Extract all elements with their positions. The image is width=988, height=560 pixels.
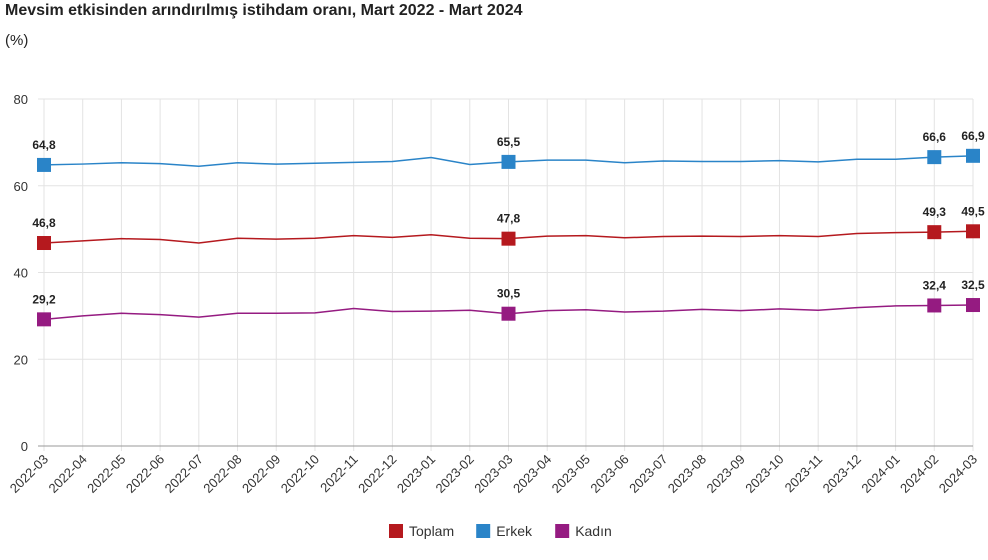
- x-tick-label: 2022-11: [317, 452, 361, 496]
- x-tick-label: 2022-09: [239, 452, 283, 496]
- x-tick-label: 2022-10: [278, 452, 322, 496]
- data-marker: [37, 312, 51, 327]
- x-tick-label: 2022-04: [45, 452, 89, 496]
- legend-label-erkek: Erkek: [496, 523, 533, 539]
- y-tick-label: 60: [14, 179, 28, 194]
- data-label: 32,4: [923, 278, 947, 292]
- x-tick-label: 2023-09: [704, 452, 748, 496]
- legend-label-kadın: Kadın: [575, 523, 612, 539]
- y-tick-label: 0: [21, 439, 28, 454]
- x-tick-label: 2023-02: [433, 452, 477, 496]
- data-marker: [501, 231, 516, 246]
- x-tick-label: 2022-03: [7, 452, 51, 496]
- data-label: 32,5: [961, 278, 985, 292]
- data-label: 46,8: [32, 216, 56, 230]
- data-label: 49,3: [923, 205, 947, 219]
- x-tick-label: 2023-12: [820, 452, 864, 496]
- x-tick-label: 2024-03: [936, 452, 980, 496]
- x-tick-label: 2023-04: [510, 452, 554, 496]
- x-tick-label: 2023-01: [394, 452, 438, 496]
- data-label: 64,8: [32, 138, 56, 152]
- data-label: 66,6: [923, 130, 947, 144]
- data-marker: [966, 224, 980, 239]
- x-tick-label: 2022-12: [355, 452, 399, 496]
- x-tick-label: 2023-08: [665, 452, 709, 496]
- x-tick-label: 2023-03: [471, 452, 515, 496]
- data-marker: [501, 154, 516, 169]
- legend-label-toplam: Toplam: [409, 523, 454, 539]
- x-tick-label: 2023-06: [587, 452, 631, 496]
- data-label: 47,8: [497, 212, 521, 226]
- x-tick-label: 2023-05: [549, 452, 593, 496]
- data-label: 30,5: [497, 287, 521, 301]
- data-marker: [927, 298, 942, 313]
- data-marker: [966, 298, 980, 313]
- data-marker: [37, 157, 51, 172]
- data-marker: [501, 306, 516, 321]
- legend-swatch: [555, 524, 570, 538]
- x-tick-label: 2023-07: [626, 452, 670, 496]
- y-tick-label: 80: [14, 92, 28, 107]
- x-tick-label: 2023-11: [782, 452, 826, 496]
- y-tick-label: 40: [14, 266, 28, 281]
- legend-swatch: [476, 524, 491, 538]
- data-marker: [966, 148, 980, 163]
- data-marker: [37, 236, 51, 251]
- data-label: 65,5: [497, 135, 521, 149]
- data-marker: [927, 225, 942, 240]
- x-tick-label: 2022-05: [84, 452, 128, 496]
- x-tick-label: 2024-02: [897, 452, 941, 496]
- data-label: 66,9: [961, 129, 985, 143]
- x-tick-label: 2022-07: [162, 452, 206, 496]
- x-tick-label: 2023-10: [742, 452, 786, 496]
- y-tick-label: 20: [14, 352, 28, 367]
- x-tick-label: 2022-06: [123, 452, 167, 496]
- data-marker: [927, 150, 942, 165]
- data-label: 29,2: [32, 292, 56, 306]
- legend-swatch: [389, 524, 403, 538]
- y-axis-unit: (%): [5, 32, 29, 49]
- x-tick-label: 2024-01: [858, 452, 902, 496]
- x-tick-label: 2022-08: [200, 452, 244, 496]
- chart-title: Mevsim etkisinden arındırılmış istihdam …: [5, 2, 523, 19]
- data-label: 49,5: [961, 204, 985, 218]
